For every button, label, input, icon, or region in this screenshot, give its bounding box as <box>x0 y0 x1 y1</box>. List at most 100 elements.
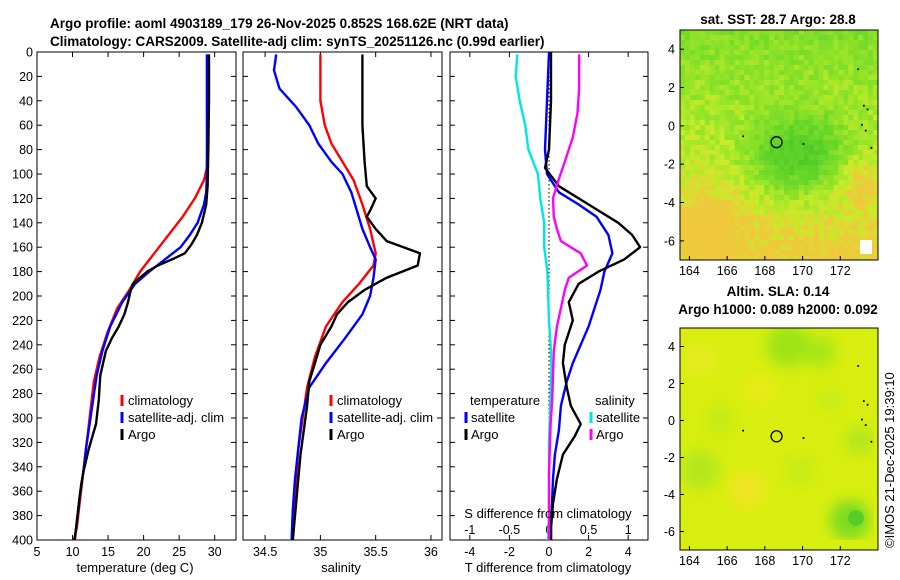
sst-cell <box>694 95 701 101</box>
sst-cell <box>704 155 710 161</box>
sst-cell <box>798 120 805 126</box>
sst-cell <box>754 155 760 161</box>
sst-cell <box>729 145 735 151</box>
sst-cell <box>818 60 824 66</box>
sst-cell <box>848 35 854 41</box>
sst-cell <box>734 45 740 51</box>
sst-cell <box>764 230 770 236</box>
sst-cell <box>719 225 725 231</box>
sst-cell <box>684 45 691 51</box>
sst-cell <box>774 95 780 101</box>
sst-cell <box>719 115 725 121</box>
sst-cell <box>833 220 839 226</box>
sst-cell <box>739 220 745 226</box>
sst-cell <box>853 130 859 136</box>
sst-cell <box>724 120 730 126</box>
sst-cell <box>734 120 740 126</box>
sst-cell <box>863 35 869 41</box>
sst-cell <box>873 165 879 171</box>
sst-cell <box>848 155 854 161</box>
sst-cell <box>699 90 706 96</box>
sst-cell <box>863 135 869 141</box>
no-data-patch <box>860 240 872 254</box>
sst-cell <box>853 120 859 126</box>
sst-cell <box>714 165 720 171</box>
sst-cell <box>684 50 691 56</box>
sst-cell <box>744 250 750 256</box>
sst-cell <box>774 170 780 176</box>
sst-cell <box>838 65 844 71</box>
sst-cell <box>863 125 869 131</box>
sst-cell <box>808 145 814 151</box>
sst-cell <box>769 175 775 181</box>
sst-cell <box>769 180 775 186</box>
sst-cell <box>684 125 691 131</box>
sst-cell <box>749 45 755 51</box>
sst-cell <box>749 95 755 101</box>
sst-cell <box>714 160 720 166</box>
sst-cell <box>798 230 805 236</box>
sst-cell <box>739 60 745 66</box>
sst-cell <box>744 35 750 41</box>
sst-cell <box>714 230 720 236</box>
sst-cell <box>858 140 864 146</box>
sst-cell <box>749 165 755 171</box>
sst-cell <box>853 230 859 236</box>
sst-cell <box>823 170 829 176</box>
sst-cell <box>793 215 800 221</box>
sst-cell <box>843 100 849 106</box>
sst-cell <box>719 125 725 131</box>
sst-cell <box>754 110 760 116</box>
sst-cell <box>739 115 745 121</box>
sst-cell <box>739 145 745 151</box>
sst-cell <box>714 95 720 101</box>
sst-cell <box>858 255 864 261</box>
title-line-2: Climatology: CARS2009. Satellite-adj cli… <box>50 34 544 49</box>
sst-cell <box>684 150 691 156</box>
sst-cell <box>704 195 710 201</box>
y-tick-label: 200 <box>12 290 33 304</box>
sst-cell <box>689 60 696 66</box>
sst-cell <box>729 60 735 66</box>
sst-cell <box>709 245 715 251</box>
sst-cell <box>689 185 696 191</box>
sst-cell <box>744 70 750 76</box>
sst-cell <box>843 220 849 226</box>
sst-cell <box>858 225 864 231</box>
sst-cell <box>680 220 686 226</box>
sst-cell <box>704 230 710 236</box>
sst-cell <box>684 195 691 201</box>
sst-cell <box>808 85 814 91</box>
sst-cell <box>858 135 864 141</box>
sst-cell <box>853 90 859 96</box>
sst-cell <box>783 230 790 236</box>
sst-cell <box>764 70 770 76</box>
sst-cell <box>863 180 869 186</box>
sst-cell <box>749 105 755 111</box>
sst-cell <box>848 95 854 101</box>
sst-cell <box>684 110 691 116</box>
sst-cell <box>853 125 859 131</box>
sst-cell <box>828 200 834 206</box>
sst-cell <box>813 120 819 126</box>
x-tick-label: 164 <box>679 554 700 568</box>
sst-cell <box>769 245 775 251</box>
sst-cell <box>709 190 715 196</box>
sst-cell <box>759 230 765 236</box>
sst-cell <box>783 190 790 196</box>
sst-cell <box>769 75 775 81</box>
sst-cell <box>749 205 755 211</box>
sst-cell <box>739 180 745 186</box>
sst-cell <box>853 35 859 41</box>
sst-cell <box>684 175 691 181</box>
sst-cell <box>868 160 874 166</box>
sst-cell <box>774 165 780 171</box>
sst-cell <box>749 220 755 226</box>
sst-cell <box>858 180 864 186</box>
sst-cell <box>798 65 805 71</box>
sst-cell <box>779 145 785 151</box>
x-tick-label: 166 <box>717 264 738 278</box>
sst-cell <box>744 150 750 156</box>
sst-cell <box>803 50 809 56</box>
sst-cell <box>734 80 740 86</box>
